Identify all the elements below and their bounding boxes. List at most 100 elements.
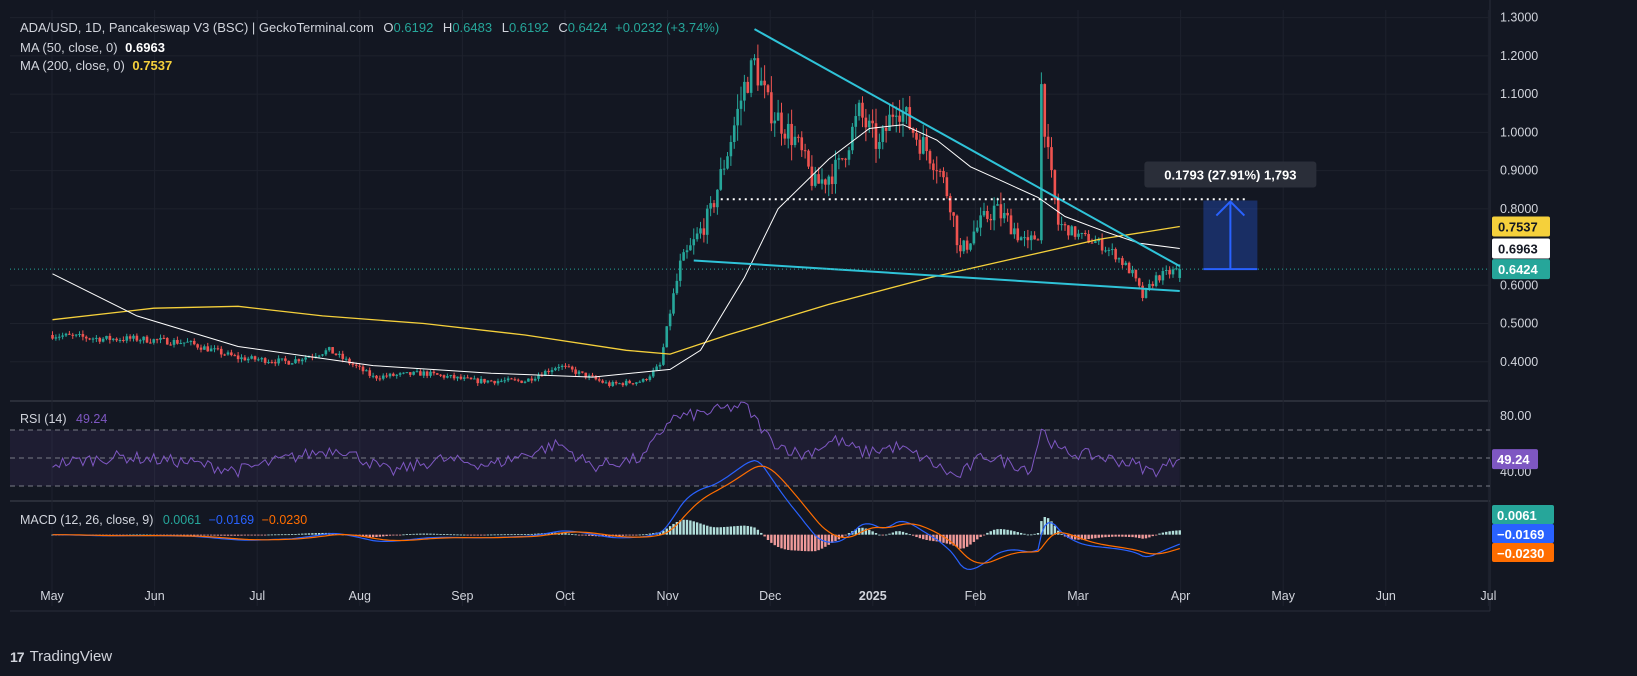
macd-hist-bar [635, 534, 638, 536]
macd-hist-bar [587, 534, 591, 536]
macd-hist-bar [992, 529, 996, 535]
candle-body [992, 205, 996, 221]
candle-body [719, 169, 723, 190]
candle-body [594, 376, 598, 380]
candle-body [716, 189, 719, 208]
candle-body [176, 339, 179, 344]
macd-line [52, 459, 1181, 571]
macd-hist-bar [277, 534, 280, 536]
macd-hist-bar [294, 533, 297, 535]
candle-body [459, 376, 463, 379]
macd-hist-bar [756, 529, 760, 535]
candle-body [408, 372, 412, 375]
macd-hist-bar [915, 534, 918, 538]
candle-body [807, 150, 810, 167]
candle-body [277, 358, 280, 364]
candle-body [361, 366, 365, 372]
candle-body [824, 179, 827, 185]
macd-hist-bar [790, 534, 793, 551]
macd-hist-bar [311, 533, 314, 535]
candle-body [597, 379, 601, 381]
macd-hist-bar [949, 534, 952, 545]
ma200-legend[interactable]: MA (200, close, 0) 0.7537 [20, 58, 172, 73]
macd-hist-bar [577, 534, 581, 536]
candle-body [243, 357, 247, 361]
rsi-legend-value: 49.24 [76, 412, 108, 426]
macd-hist-bar [1144, 534, 1148, 539]
tradingview-branding[interactable]: 17 TradingView [10, 648, 112, 665]
rsi-legend[interactable]: RSI (14) 49.24 [20, 412, 107, 426]
macd-hist-bar [307, 533, 311, 535]
candle-body [749, 60, 753, 93]
last-price-badge-bg [1492, 259, 1550, 280]
macd-hist-bar [128, 534, 132, 536]
macd-hist-bar [1094, 534, 1097, 539]
candle-body [1036, 239, 1040, 241]
candle-body [159, 337, 162, 340]
macd-hist-bar [1175, 530, 1178, 535]
candle-body [300, 359, 304, 362]
candle-body [135, 335, 139, 341]
macd-hist-bar [1097, 534, 1100, 538]
macd-hist-bar [773, 534, 776, 546]
macd-hist-bar [415, 533, 419, 535]
macd-hist-bar [1046, 518, 1050, 535]
macd-hist-bar [1171, 530, 1175, 535]
macd-hist-bar [1148, 534, 1151, 538]
candle-body [945, 177, 949, 197]
macd-hist-bar [385, 534, 388, 537]
macd-hist-bar [604, 534, 608, 537]
macd-hist-bar [199, 534, 203, 536]
macd-hist-bar [317, 533, 321, 535]
candle-body [206, 346, 210, 352]
macd-hist-bar [911, 534, 915, 536]
x-tick-label: 2025 [859, 589, 887, 603]
candle-body [452, 375, 456, 379]
macd-hist-bar [847, 533, 851, 535]
candle-body [915, 132, 918, 140]
candle-body [439, 374, 442, 376]
candle-body [972, 231, 976, 244]
candle-body [1090, 242, 1094, 244]
macd-hist-bar [1026, 534, 1030, 536]
candle-body [1144, 287, 1148, 298]
candle-body [57, 336, 61, 338]
macd-hist-bar [513, 534, 517, 536]
candle-body [1077, 233, 1080, 237]
candle-body [1016, 228, 1020, 241]
candle-body [169, 344, 172, 346]
macd-hist-bar [304, 533, 307, 535]
candle-body [98, 337, 102, 342]
y-tick-label: 0.9000 [1500, 164, 1538, 178]
macd-legend[interactable]: MACD (12, 26, close, 9) 0.0061 −0.0169 −… [20, 513, 307, 527]
macd-hist-bar [1040, 521, 1043, 535]
candle-body [878, 142, 881, 149]
macd-hist-bar [699, 523, 702, 535]
candle-body [564, 365, 567, 367]
candle-body [449, 375, 453, 377]
candle-body [267, 362, 270, 364]
macd-hist-bar [236, 534, 240, 536]
ma200-badge-bg [1492, 216, 1550, 237]
macd-hist-bar [675, 521, 679, 535]
macd-hist-badge: 0.0061 [1497, 508, 1537, 523]
macd-hist-bar [368, 534, 371, 538]
candle-body [901, 111, 905, 122]
macd-line-badge: −0.0169 [1497, 527, 1544, 542]
macd-hist-bar [1053, 525, 1057, 535]
candle-body [1073, 226, 1077, 237]
candle-body [1067, 225, 1070, 236]
macd-hist-bar [189, 534, 193, 536]
candle-body [260, 358, 264, 360]
candle-body [790, 123, 793, 146]
candle-body [1029, 235, 1033, 241]
candle-body [884, 127, 888, 131]
macd-hist-badge-bg [1492, 505, 1554, 524]
candle-body [331, 347, 334, 354]
candle-body [108, 335, 112, 340]
macd-hist-bar [466, 534, 469, 536]
ma50-legend[interactable]: MA (50, close, 0) 0.6963 [20, 40, 165, 55]
x-tick-label: May [1271, 589, 1295, 603]
macd-hist-bar [888, 533, 891, 535]
